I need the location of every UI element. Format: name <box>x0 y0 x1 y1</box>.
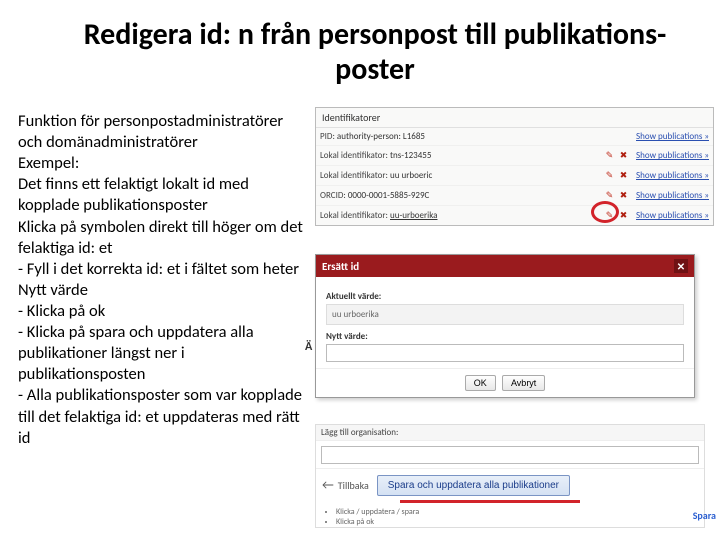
save-all-button[interactable]: Spara och uppdatera alla publikationer <box>377 475 570 496</box>
back-label: Tillbaka <box>338 479 369 492</box>
edit-icon[interactable] <box>603 149 616 162</box>
edit-icon[interactable] <box>603 169 616 182</box>
side-char: Ä <box>305 340 312 354</box>
replace-id-dialog: Ersätt id ✕ Aktuellt värde: uu urboerika… <box>315 254 695 398</box>
identifier-label: Lokal identifikator: uu urboeric <box>320 170 602 181</box>
current-value-label: Aktuellt värde: <box>326 291 684 302</box>
dialog-title: Ersätt id <box>322 260 359 273</box>
cancel-button[interactable]: Avbryt <box>502 375 545 391</box>
tiny-notes: Klicka / uppdatera / sparaKlicka på ok <box>316 503 704 527</box>
identifiers-panel: Identifikatorer PID: authority-person: L… <box>315 107 714 226</box>
edit-icon[interactable] <box>603 189 616 202</box>
ok-button[interactable]: OK <box>465 375 496 391</box>
identifier-row: Lokal identifikator: uu-urboerika Show pu… <box>316 206 713 225</box>
show-publications-link[interactable]: Show publications » <box>636 150 709 161</box>
delete-icon[interactable] <box>617 149 630 162</box>
delete-icon[interactable] <box>617 189 630 202</box>
show-publications-link[interactable]: Show publications » <box>636 131 709 142</box>
back-link[interactable]: ← Tillbaka <box>322 478 369 493</box>
identifier-row: Lokal identifikator: uu urboeric Show pub… <box>316 166 713 186</box>
slide-title: Redigera id: n från personpost till publ… <box>0 0 720 95</box>
show-publications-link[interactable]: Show publications » <box>636 190 709 201</box>
edit-icon[interactable] <box>603 209 616 222</box>
save-link[interactable]: Spara <box>689 503 720 528</box>
show-publications-link[interactable]: Show publications » <box>636 170 709 181</box>
identifier-label: Lokal identifikator: tns-123455 <box>320 150 602 161</box>
org-input[interactable] <box>321 446 699 464</box>
delete-icon[interactable] <box>617 209 630 222</box>
identifier-label: Lokal identifikator: uu-urboerika <box>320 210 602 221</box>
new-value-label: Nytt värde: <box>326 331 684 342</box>
identifiers-header: Identifikatorer <box>316 108 713 128</box>
identifier-label: PID: authority-person: L1685 <box>320 131 630 142</box>
close-icon[interactable]: ✕ <box>674 259 688 273</box>
show-publications-link[interactable]: Show publications » <box>636 210 709 221</box>
save-panel-header: Lägg till organisation: <box>316 425 704 441</box>
arrow-left-icon: ← <box>322 478 334 493</box>
note-item: Klicka på ok <box>336 517 704 527</box>
identifier-row: ORCID: 0000-0001-5885-929C Show publicati… <box>316 186 713 206</box>
identifier-row: Lokal identifikator: tns-123455 Show publ… <box>316 146 713 166</box>
save-panel: Lägg till organisation: ← Tillbaka Spara… <box>315 424 705 528</box>
instruction-text: Funktion för personpost­administratörer … <box>0 105 315 528</box>
new-value-input[interactable] <box>326 344 684 362</box>
identifier-label: ORCID: 0000-0001-5885-929C <box>320 190 602 201</box>
delete-icon[interactable] <box>617 169 630 182</box>
note-item: Klicka / uppdatera / spara <box>336 507 704 517</box>
identifier-row: PID: authority-person: L1685 Show publica… <box>316 128 713 146</box>
current-value-display: uu urboerika <box>326 304 684 325</box>
